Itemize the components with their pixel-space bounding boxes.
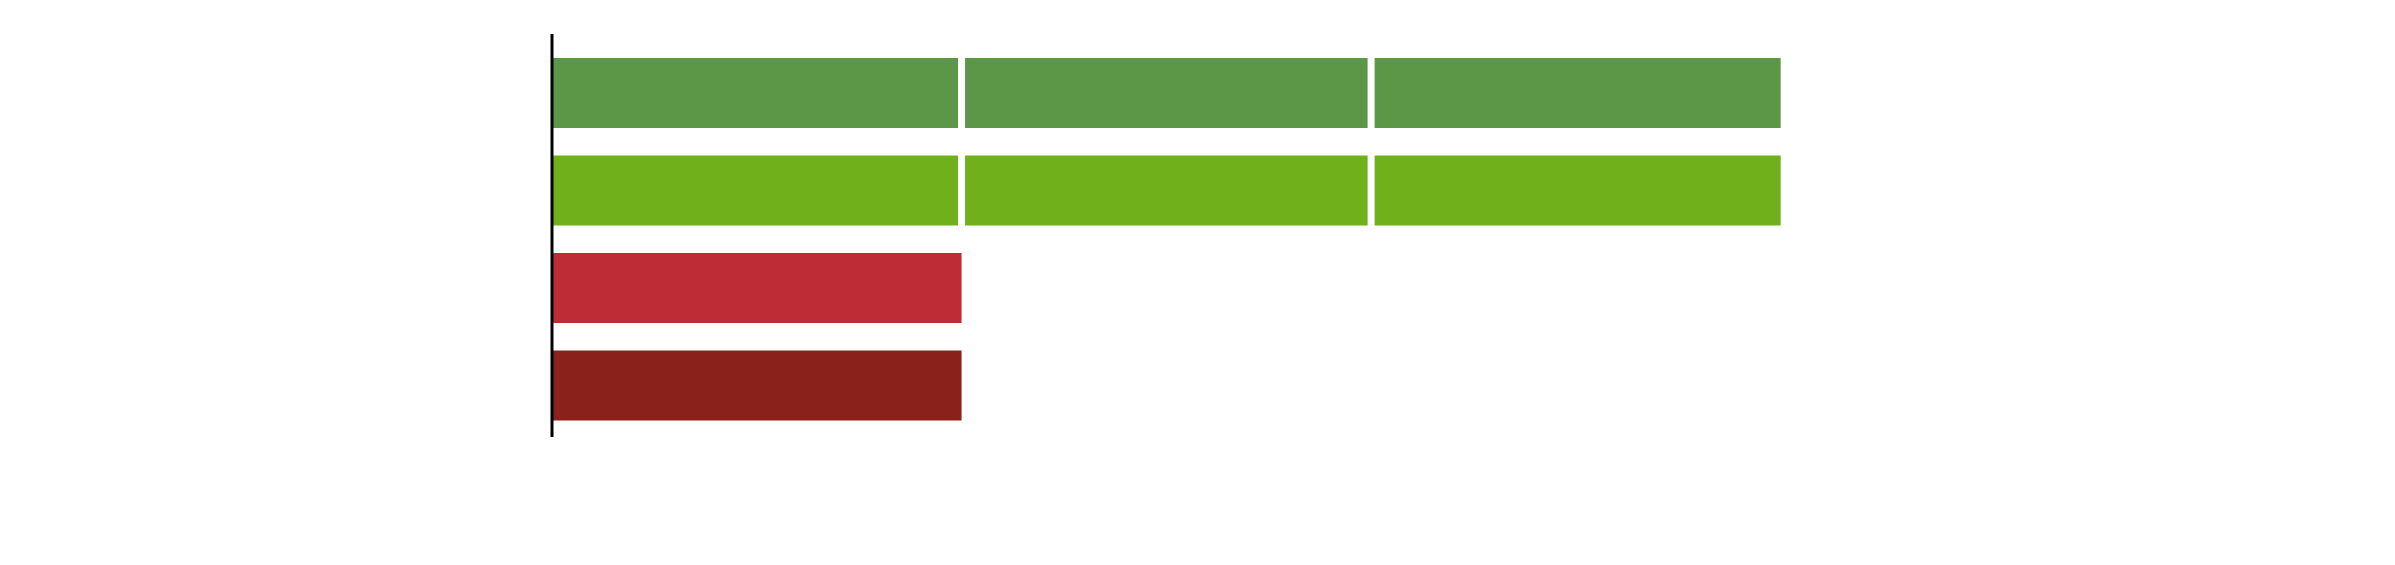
bars-layer	[552, 58, 1781, 421]
bar-row-1-segment-3	[1374, 58, 1781, 128]
bar-row-1-segment-1	[552, 58, 959, 128]
bar-row-2-segment-1	[552, 155, 959, 226]
bar-row-3-segment-1	[552, 253, 962, 323]
bar-row-2-segment-2	[965, 155, 1368, 226]
bar-row-2-segment-3	[1374, 155, 1781, 226]
bar-row-1-segment-2	[965, 58, 1368, 128]
bar-row-4-segment-1	[552, 350, 962, 421]
